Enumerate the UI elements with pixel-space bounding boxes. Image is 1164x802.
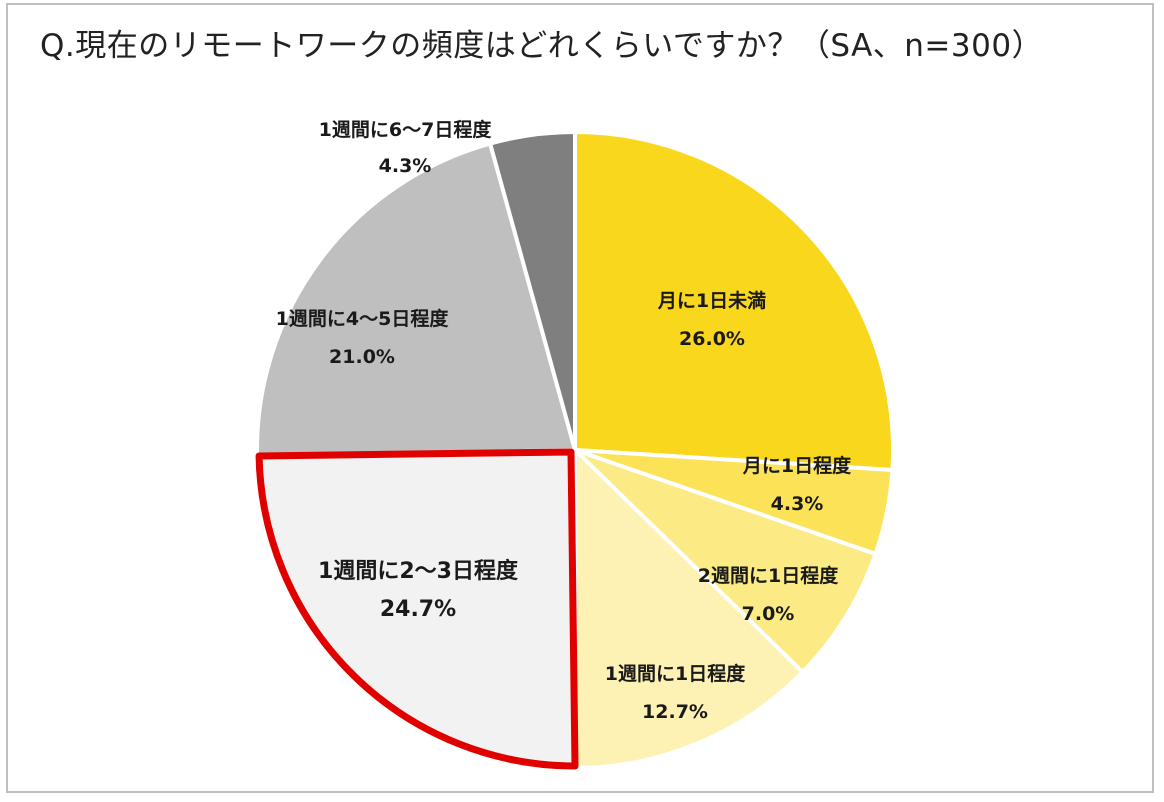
slice-value-label: 7.0% [742, 603, 795, 625]
highlight-outline [255, 448, 579, 770]
slice-value-label: 4.3% [771, 493, 824, 515]
slice-value-label: 24.7% [380, 597, 456, 622]
slice-label: 1週間に6～7日程度 [319, 118, 493, 141]
pie-slice [573, 448, 805, 770]
pie-slice [255, 141, 577, 458]
pie-slice [573, 130, 895, 472]
slice-value-label: 26.0% [679, 328, 745, 350]
slice-label: 月に1日程度 [742, 454, 852, 477]
slice-label: 1週間に4～5日程度 [276, 307, 450, 330]
slice-label: 月に1日未満 [657, 289, 766, 312]
slice-value-label: 21.0% [329, 346, 395, 368]
chart-title: Q.現在のリモートワークの頻度はどれくらいですか？（SA、n=300） [40, 28, 1044, 64]
slice-value-label: 4.3% [379, 155, 432, 177]
slice-label: 2週間に1日程度 [698, 564, 839, 587]
slice-value-label: 12.7% [642, 701, 708, 723]
pie-slice [488, 130, 577, 452]
slice-label: 1週間に2～3日程度 [318, 558, 519, 584]
slice-label: 1週間に1日程度 [605, 662, 746, 685]
pie-slice [573, 448, 878, 675]
